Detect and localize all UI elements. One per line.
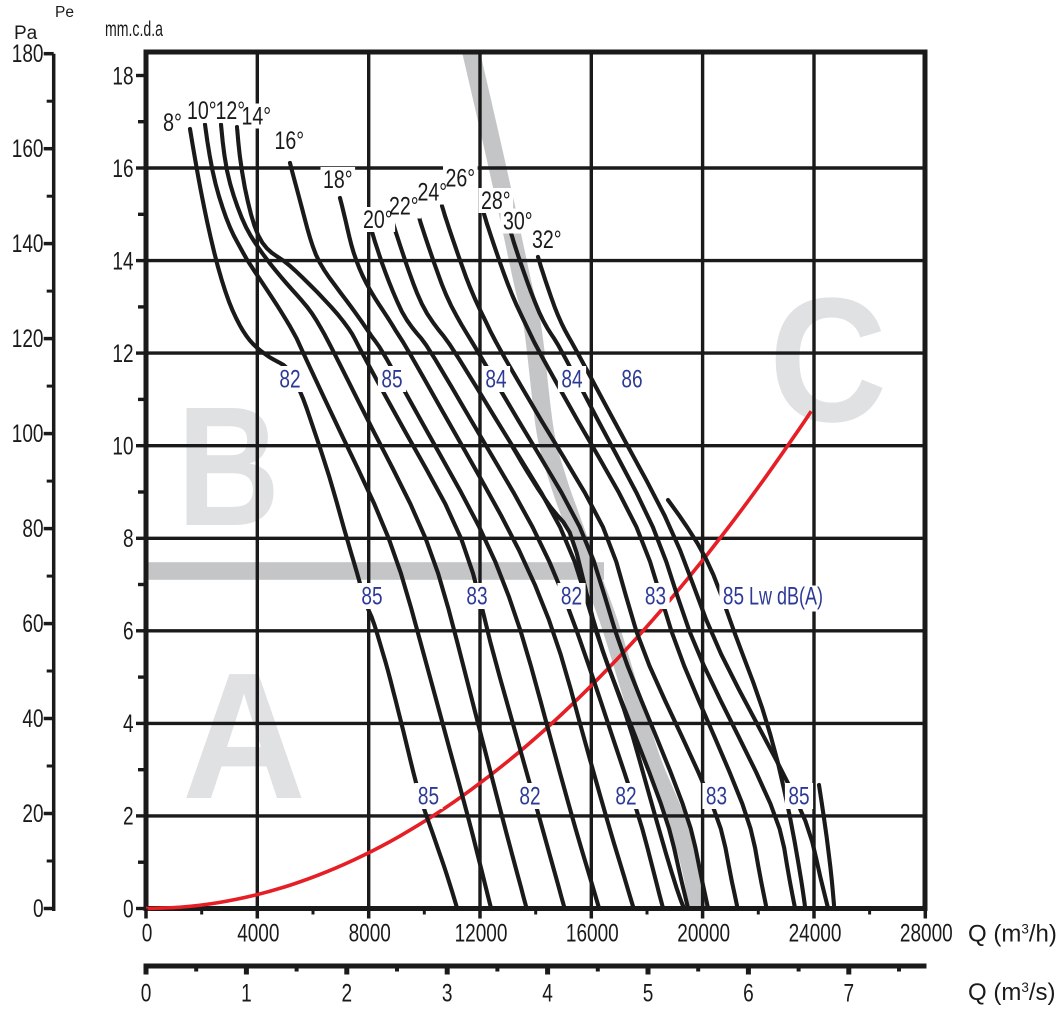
svg-text:0: 0	[141, 980, 152, 1008]
svg-text:83: 83	[466, 583, 487, 611]
svg-text:85: 85	[788, 783, 809, 811]
svg-text:85: 85	[381, 366, 402, 394]
svg-text:5: 5	[643, 980, 654, 1008]
svg-text:Pe: Pe	[55, 4, 74, 21]
svg-text:30°: 30°	[503, 208, 533, 236]
svg-text:82: 82	[279, 366, 300, 394]
svg-text:Q (m3/s): Q (m3/s)	[968, 979, 1056, 1006]
svg-text:0: 0	[142, 920, 153, 948]
svg-text:10°: 10°	[187, 97, 217, 125]
svg-text:60: 60	[22, 610, 43, 638]
svg-text:82: 82	[519, 783, 540, 811]
svg-text:Lw dB(A): Lw dB(A)	[749, 583, 823, 611]
svg-text:20000: 20000	[677, 920, 730, 948]
svg-text:20: 20	[22, 800, 43, 828]
svg-text:22°: 22°	[389, 193, 419, 221]
svg-text:140: 140	[12, 230, 44, 258]
svg-text:83: 83	[706, 783, 727, 811]
svg-text:40: 40	[22, 705, 43, 733]
svg-text:4: 4	[542, 980, 553, 1008]
svg-text:4000: 4000	[237, 920, 279, 948]
svg-text:8000: 8000	[349, 920, 391, 948]
svg-text:0: 0	[123, 895, 134, 923]
svg-text:80: 80	[22, 515, 43, 543]
svg-text:14°: 14°	[242, 103, 272, 131]
svg-text:1: 1	[241, 980, 252, 1008]
svg-text:12000: 12000	[455, 920, 508, 948]
svg-text:86: 86	[621, 366, 642, 394]
svg-text:A: A	[182, 636, 306, 837]
svg-text:C: C	[769, 261, 887, 459]
svg-text:82: 82	[615, 783, 636, 811]
svg-text:18: 18	[112, 62, 133, 90]
svg-text:26°: 26°	[446, 165, 476, 193]
svg-text:B: B	[177, 372, 280, 562]
svg-text:20°: 20°	[363, 206, 393, 234]
svg-text:3: 3	[442, 980, 453, 1008]
svg-text:12: 12	[112, 340, 133, 368]
svg-text:85: 85	[418, 783, 439, 811]
svg-text:4: 4	[123, 710, 134, 738]
svg-text:16000: 16000	[566, 920, 619, 948]
svg-text:100: 100	[12, 420, 44, 448]
svg-text:84: 84	[485, 366, 506, 394]
svg-text:84: 84	[561, 366, 582, 394]
svg-text:6: 6	[123, 618, 134, 646]
svg-text:7: 7	[844, 980, 855, 1008]
svg-text:Pa: Pa	[14, 23, 38, 44]
svg-text:16: 16	[112, 155, 133, 183]
svg-text:160: 160	[12, 135, 44, 163]
svg-text:14: 14	[112, 247, 133, 275]
svg-text:85: 85	[723, 583, 744, 611]
svg-text:180: 180	[12, 40, 44, 68]
svg-text:83: 83	[645, 583, 666, 611]
svg-text:Q (m3/h): Q (m3/h)	[968, 921, 1057, 948]
svg-text:18°: 18°	[323, 166, 353, 194]
svg-text:12°: 12°	[216, 97, 246, 125]
svg-text:32°: 32°	[532, 226, 562, 254]
svg-text:6: 6	[743, 980, 754, 1008]
svg-text:28°: 28°	[481, 187, 511, 215]
svg-text:2: 2	[342, 980, 353, 1008]
svg-text:120: 120	[12, 325, 44, 353]
svg-text:mm.c.d.a: mm.c.d.a	[105, 18, 163, 41]
svg-text:24000: 24000	[789, 920, 842, 948]
svg-text:16°: 16°	[275, 127, 305, 155]
svg-text:8: 8	[123, 525, 134, 553]
svg-text:24°: 24°	[418, 179, 448, 207]
svg-text:28000: 28000	[900, 920, 953, 948]
svg-text:2: 2	[123, 803, 134, 831]
svg-text:10: 10	[112, 433, 133, 461]
svg-text:0: 0	[33, 895, 44, 923]
svg-text:85: 85	[361, 583, 382, 611]
svg-text:8°: 8°	[163, 109, 182, 137]
svg-text:82: 82	[561, 583, 582, 611]
